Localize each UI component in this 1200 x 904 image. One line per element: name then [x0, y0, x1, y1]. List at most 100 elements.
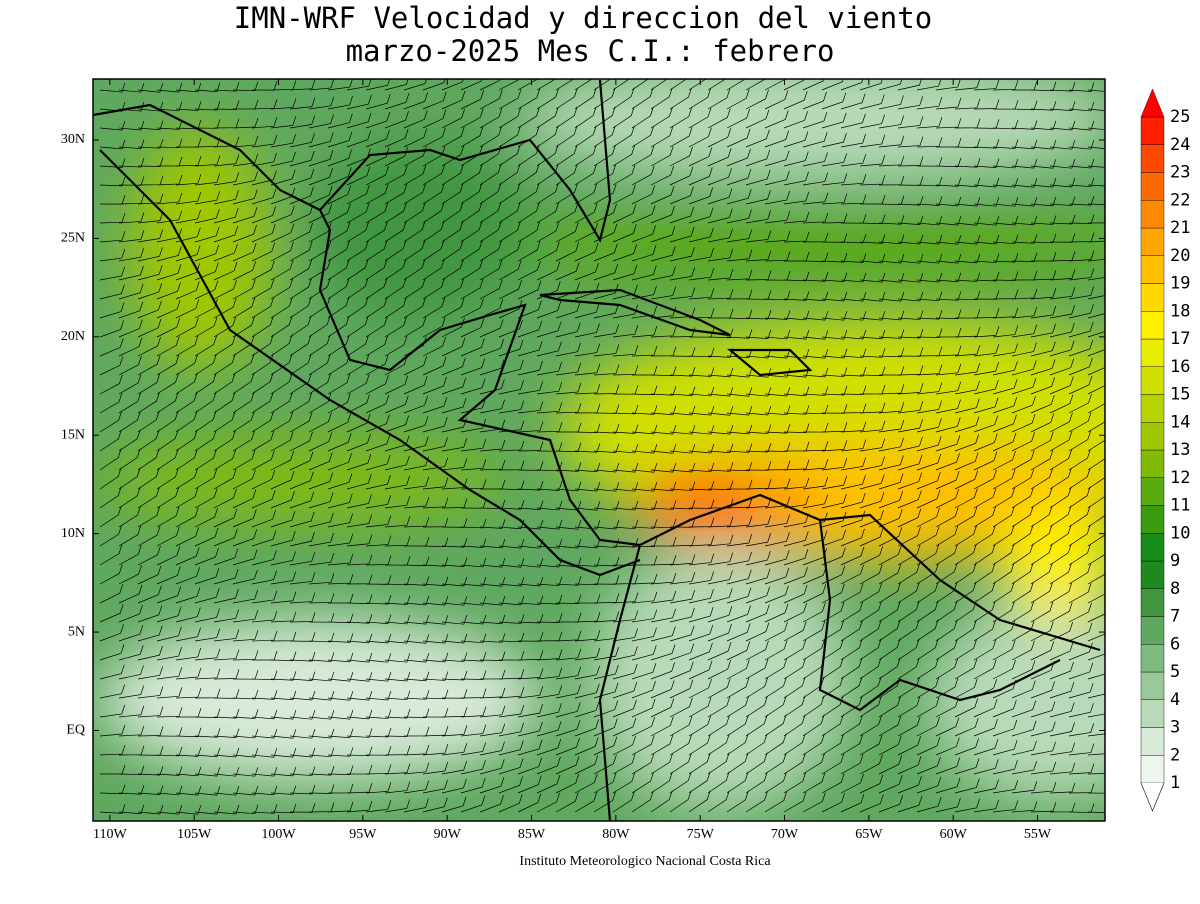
- wind-barb: [555, 202, 579, 224]
- wind-barb: [232, 589, 258, 604]
- wind-barb: [403, 556, 430, 567]
- wind-barb: [821, 173, 848, 186]
- wind-barb: [973, 759, 999, 775]
- wind-barb: [631, 424, 658, 435]
- wind-barb: [954, 758, 980, 775]
- wind-barb: [213, 804, 240, 815]
- wind-barb: [669, 186, 694, 205]
- wind-barb: [688, 127, 712, 148]
- wind-barb: [593, 736, 618, 756]
- wind-barb: [460, 338, 485, 357]
- wind-barb: [726, 209, 752, 224]
- wind-barb: [935, 177, 962, 187]
- wind-barb: [1068, 286, 1095, 300]
- wind-barb: [137, 565, 162, 585]
- wind-barb: [935, 235, 962, 245]
- wind-barb: [1011, 215, 1038, 226]
- wind-barb: [517, 401, 544, 414]
- wind-barb: [251, 224, 276, 243]
- wind-barb: [479, 279, 503, 300]
- wind-barb: [802, 476, 829, 490]
- wind-barb: [1049, 467, 1072, 490]
- wind-barb: [498, 201, 521, 224]
- wind-barb: [688, 406, 715, 416]
- wind-barb: [992, 800, 1019, 813]
- colorbar-label: 14: [1170, 412, 1190, 432]
- wind-barb: [688, 227, 714, 243]
- wind-barb: [175, 299, 200, 319]
- wind-barb: [802, 530, 828, 547]
- wind-barb: [726, 309, 753, 319]
- colorbar-label: 19: [1170, 274, 1190, 294]
- wind-barb: [840, 510, 866, 528]
- colorbar-box: [1140, 366, 1165, 395]
- wind-barb: [954, 470, 979, 490]
- wind-barb: [954, 434, 979, 452]
- wind-barb: [574, 443, 601, 453]
- wind-barb: [232, 410, 255, 433]
- wind-barb: [954, 79, 981, 91]
- wind-barb: [137, 526, 161, 547]
- wind-barb: [631, 481, 658, 492]
- wind-barb: [270, 151, 296, 167]
- wind-barb: [859, 253, 886, 264]
- wind-barb: [517, 739, 543, 756]
- colorbar-box: [1140, 311, 1165, 340]
- wind-barb: [194, 173, 221, 186]
- wind-barb: [1068, 304, 1094, 319]
- wind-barb: [878, 135, 905, 148]
- wind-barb: [270, 411, 294, 433]
- wind-barb: [669, 661, 694, 680]
- wind-barb: [954, 718, 979, 737]
- wind-barb: [1068, 140, 1095, 150]
- wind-barb: [479, 89, 503, 110]
- wind-barb: [99, 392, 123, 414]
- wind-barb: [422, 779, 448, 794]
- wind-barb: [1049, 486, 1072, 509]
- wind-barb: [422, 396, 448, 414]
- wind-barb: [536, 241, 560, 262]
- colorbar-box: [1140, 144, 1165, 173]
- wind-barb: [916, 400, 943, 414]
- wind-barb: [650, 126, 674, 148]
- wind-barb: [517, 757, 543, 775]
- wind-barb: [897, 755, 922, 775]
- wind-barb: [194, 567, 220, 585]
- wind-barb: [631, 106, 654, 129]
- wind-barb: [897, 436, 923, 452]
- wind-barb: [1087, 421, 1105, 433]
- wind-barb: [802, 111, 828, 129]
- wind-barb: [1049, 81, 1076, 92]
- wind-barb: [346, 258, 369, 281]
- colorbar-label: 10: [1170, 523, 1190, 543]
- wind-barb: [479, 705, 506, 718]
- wind-barb: [574, 462, 601, 473]
- wind-barb: [194, 372, 217, 395]
- wind-barb: [878, 755, 903, 775]
- wind-barb: [422, 457, 449, 471]
- wind-barb: [612, 284, 638, 300]
- wind-barb: [137, 120, 164, 131]
- wind-barb: [118, 645, 144, 661]
- wind-barb: [99, 121, 126, 131]
- wind-barb: [213, 172, 240, 186]
- wind-barb: [631, 245, 657, 262]
- wind-barb: [498, 400, 525, 414]
- wind-barb: [783, 566, 808, 585]
- wind-barb: [1068, 543, 1091, 566]
- wind-barb: [897, 383, 924, 395]
- wind-barb: [574, 612, 601, 623]
- wind-barb: [650, 386, 677, 396]
- wind-barb: [422, 356, 447, 376]
- wind-barb: [1049, 140, 1076, 150]
- wind-barb: [270, 690, 297, 701]
- wind-barb: [992, 215, 1019, 226]
- wind-barb: [422, 164, 446, 186]
- wind-barb: [1030, 233, 1057, 244]
- wind-barb: [346, 184, 370, 205]
- wind-barb: [384, 455, 410, 471]
- wind-barb: [327, 315, 350, 338]
- wind-barb: [840, 754, 864, 775]
- wind-barb: [707, 367, 734, 378]
- wind-barb: [669, 267, 696, 281]
